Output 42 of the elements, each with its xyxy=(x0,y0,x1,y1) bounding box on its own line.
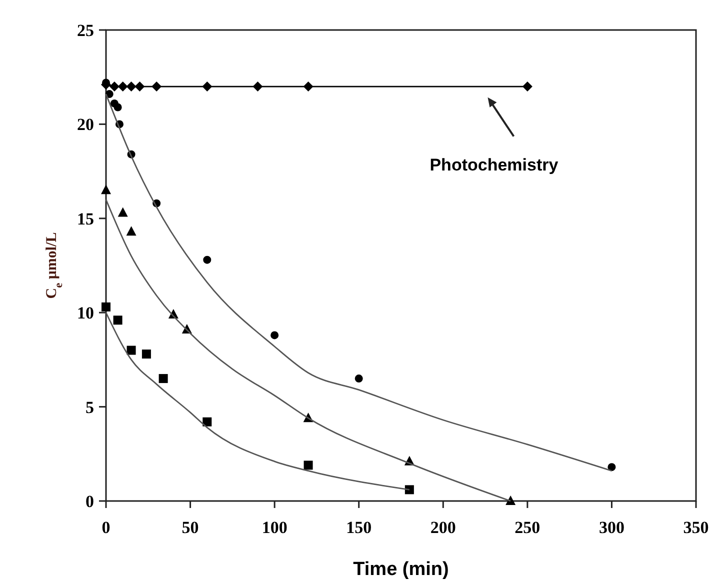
point xyxy=(304,460,313,470)
x-tick-label: 200 xyxy=(430,518,456,537)
point xyxy=(152,82,162,92)
x-tick-label: 300 xyxy=(598,518,624,537)
point xyxy=(202,417,212,426)
point xyxy=(506,496,516,505)
point xyxy=(303,82,314,92)
point xyxy=(202,82,212,92)
y-tick-label: 20 xyxy=(77,115,94,134)
point xyxy=(158,374,168,384)
point xyxy=(126,226,136,236)
y-tick-label: 15 xyxy=(77,209,94,228)
x-tick-label: 50 xyxy=(182,518,199,537)
point xyxy=(142,350,151,359)
point xyxy=(118,207,128,217)
point xyxy=(404,485,414,494)
x-tick-label: 250 xyxy=(514,518,540,537)
point xyxy=(354,374,363,383)
x-tick-label: 100 xyxy=(262,518,288,537)
y-tick-label: 5 xyxy=(86,398,94,417)
x-tick-label: 0 xyxy=(102,518,110,537)
y-tick-label: 10 xyxy=(77,304,94,323)
x-tick-label: 150 xyxy=(346,518,372,537)
point xyxy=(608,463,616,472)
x-tick-label: 350 xyxy=(683,518,709,537)
point xyxy=(101,184,111,194)
y-tick-label: 0 xyxy=(86,492,94,511)
point xyxy=(126,346,136,355)
point xyxy=(522,82,532,92)
point xyxy=(109,82,120,92)
point xyxy=(102,302,110,312)
point xyxy=(134,82,145,92)
point xyxy=(113,316,122,325)
x-axis-title: Time (min) xyxy=(353,559,449,580)
point xyxy=(126,82,136,92)
point xyxy=(270,331,279,340)
annotation: Photochemistry xyxy=(430,155,559,174)
point xyxy=(118,82,128,92)
point xyxy=(252,82,263,92)
y-tick-label: 25 xyxy=(77,21,94,40)
point xyxy=(114,103,122,112)
point xyxy=(203,256,212,264)
